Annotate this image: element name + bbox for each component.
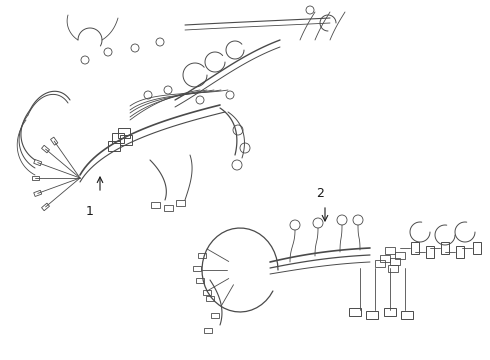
Bar xyxy=(120,135,132,145)
Bar xyxy=(349,308,361,316)
Bar xyxy=(206,296,214,301)
Bar xyxy=(164,205,172,211)
Bar xyxy=(50,137,58,145)
Bar xyxy=(193,266,201,270)
Bar xyxy=(34,190,42,197)
Text: 2: 2 xyxy=(316,187,324,200)
Bar xyxy=(175,200,185,206)
Bar xyxy=(204,328,212,333)
Bar xyxy=(31,176,39,180)
Bar xyxy=(456,246,464,258)
Bar xyxy=(42,145,49,153)
Bar xyxy=(375,260,385,266)
Bar xyxy=(411,242,419,254)
Text: 1: 1 xyxy=(86,205,94,218)
Bar xyxy=(380,255,390,261)
Bar xyxy=(203,289,211,294)
Bar xyxy=(198,252,206,257)
Bar xyxy=(112,133,124,143)
Bar xyxy=(196,278,204,283)
Bar xyxy=(42,203,49,211)
Bar xyxy=(108,141,120,151)
Bar xyxy=(34,159,42,166)
Bar xyxy=(211,312,219,318)
Bar xyxy=(385,247,395,253)
Bar xyxy=(395,252,405,258)
Bar xyxy=(441,242,449,254)
Bar xyxy=(118,128,130,138)
Bar xyxy=(426,246,434,258)
Bar xyxy=(366,311,378,319)
Bar xyxy=(401,311,413,319)
Bar xyxy=(473,242,481,254)
Bar xyxy=(390,257,400,265)
Bar xyxy=(384,308,396,316)
Bar xyxy=(388,265,398,271)
Bar xyxy=(150,202,160,208)
